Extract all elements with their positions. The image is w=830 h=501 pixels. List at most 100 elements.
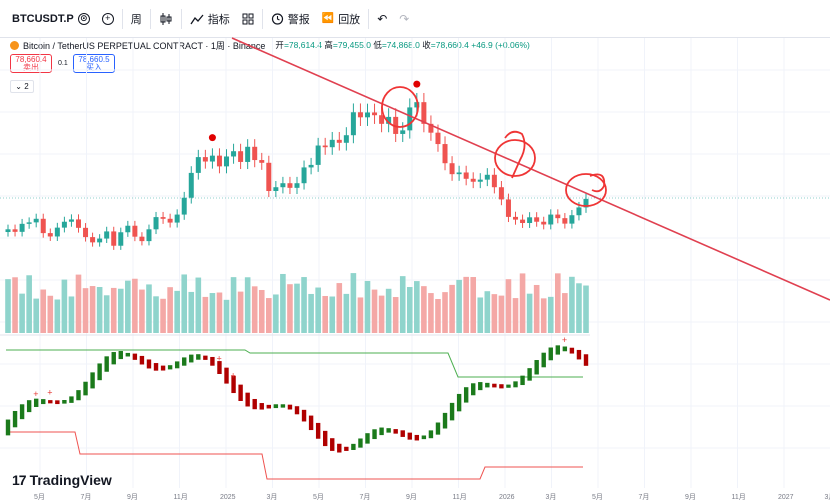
candle-body bbox=[224, 156, 230, 167]
oscillator-down-dot bbox=[414, 434, 420, 441]
oscillator-up-dot bbox=[435, 422, 441, 435]
redo-icon: ↷ bbox=[399, 11, 410, 26]
oscillator-down-dot bbox=[400, 430, 405, 437]
toolbar-divider bbox=[121, 8, 123, 29]
candle-body bbox=[83, 227, 89, 238]
volume-bar bbox=[301, 277, 307, 333]
candle-body bbox=[238, 151, 244, 162]
candle-body bbox=[449, 163, 455, 175]
oscillator-up-dot bbox=[534, 360, 539, 375]
volume-bar bbox=[421, 286, 427, 333]
candle-body bbox=[111, 231, 117, 246]
volume-bar bbox=[54, 299, 61, 333]
bitcoin-logo-icon bbox=[10, 40, 19, 50]
swing-high-marker bbox=[413, 80, 421, 88]
oscillator-down-dot bbox=[252, 398, 257, 410]
signal-plus: + bbox=[47, 388, 52, 398]
candle-body bbox=[61, 221, 67, 228]
alert-button[interactable]: 警报 bbox=[265, 0, 316, 38]
oscillator-down-dot bbox=[569, 347, 575, 354]
candle-body bbox=[364, 112, 370, 118]
compare-icon[interactable]: ⊙ bbox=[77, 12, 90, 25]
toolbar-divider bbox=[180, 8, 182, 29]
close-label: 收 bbox=[422, 40, 431, 50]
candle-body bbox=[414, 102, 420, 108]
symbol-search-button[interactable]: BTCUSDT.P ⊙ bbox=[6, 0, 96, 38]
layouts-button[interactable] bbox=[236, 0, 260, 38]
oscillator-down-dot bbox=[153, 363, 159, 371]
candle-body bbox=[541, 221, 547, 225]
candle-body bbox=[266, 162, 272, 191]
candle-body bbox=[520, 219, 526, 223]
volume-bar bbox=[336, 283, 343, 333]
oscillator-up-dot bbox=[485, 382, 490, 388]
time-axis-tick-label: 9月 bbox=[406, 493, 417, 501]
oscillator-up-dot bbox=[506, 384, 511, 388]
candle-body bbox=[153, 217, 159, 230]
oscillator-down-dot bbox=[294, 406, 300, 415]
candle-body bbox=[357, 112, 363, 118]
oscillator-down-dot bbox=[146, 359, 152, 369]
time-axis-tick-label: 7月 bbox=[639, 493, 650, 501]
oscillator-up-dot bbox=[386, 428, 391, 433]
sell-button[interactable]: 78,660.4 卖出 bbox=[10, 54, 52, 73]
add-symbol-button[interactable]: + bbox=[96, 0, 120, 38]
volume-bar bbox=[442, 292, 448, 333]
candle-body bbox=[498, 187, 504, 200]
volume-bar bbox=[273, 294, 279, 333]
candles-icon bbox=[160, 12, 172, 25]
indicators-collapse-toggle[interactable]: ⌄ 2 bbox=[10, 80, 34, 93]
low-value: =74,868.0 bbox=[381, 40, 420, 50]
oscillator-up-dot bbox=[41, 399, 46, 405]
oscillator-up-dot bbox=[428, 430, 434, 439]
high-value: =79,455.0 bbox=[332, 40, 371, 50]
oscillator-up-dot bbox=[478, 382, 483, 391]
annotation-stroke bbox=[589, 173, 606, 193]
volume-bar bbox=[350, 273, 357, 333]
volume-bar bbox=[75, 274, 82, 333]
oscillator-up-dot bbox=[421, 435, 427, 440]
series-legend: Bitcoin / TetherUS PERPETUAL CONTRACT · … bbox=[10, 38, 530, 52]
buy-button[interactable]: 78,660.5 买入 bbox=[73, 54, 115, 73]
chart-type-button[interactable] bbox=[153, 0, 179, 38]
tradingview-logo[interactable]: 17 TradingView bbox=[12, 472, 112, 488]
oscillator-up-dot bbox=[19, 404, 25, 420]
time-axis-tick-label: 5月 bbox=[34, 493, 45, 501]
candle-body bbox=[139, 236, 145, 242]
redo-button[interactable]: ↷ bbox=[393, 0, 415, 38]
candle-body bbox=[118, 232, 124, 246]
indicators-button[interactable]: 指标 bbox=[184, 0, 236, 38]
indicator-count: 2 bbox=[24, 82, 29, 91]
undo-button[interactable]: ↶ bbox=[371, 0, 393, 38]
candle-body bbox=[19, 223, 25, 232]
candle-body bbox=[484, 174, 490, 180]
candle-body bbox=[576, 207, 582, 216]
volume-bar bbox=[470, 277, 477, 333]
series-title[interactable]: Bitcoin / TetherUS PERPETUAL CONTRACT · … bbox=[23, 40, 266, 51]
volume-bar bbox=[188, 291, 195, 333]
candle-body bbox=[548, 214, 554, 225]
replay-button[interactable]: ⏪ 回放 bbox=[316, 0, 366, 38]
candle-body bbox=[132, 225, 138, 237]
oscillator-down-dot bbox=[344, 446, 349, 451]
candle-body bbox=[12, 229, 18, 232]
oscillator-up-dot bbox=[125, 352, 131, 357]
candle-body bbox=[252, 146, 258, 161]
time-axis-tick-label: 11月 bbox=[174, 493, 188, 501]
volume-bar bbox=[477, 297, 484, 333]
volume-bar bbox=[533, 284, 540, 333]
candle-body bbox=[301, 167, 307, 184]
candle-body bbox=[146, 229, 152, 242]
oscillator-up-dot bbox=[463, 387, 469, 403]
oscillator-up-dot bbox=[365, 433, 370, 444]
interval-button[interactable]: 周 bbox=[125, 0, 148, 38]
volume-bar bbox=[82, 288, 89, 333]
candle-body bbox=[428, 123, 434, 133]
volume-bar bbox=[569, 276, 575, 333]
annotation-circle bbox=[381, 86, 419, 128]
oscillator-up-dot bbox=[111, 352, 116, 365]
oscillator-down-dot bbox=[224, 367, 229, 384]
oscillator-up-dot bbox=[541, 352, 546, 368]
replay-icon: ⏪ bbox=[321, 13, 335, 24]
